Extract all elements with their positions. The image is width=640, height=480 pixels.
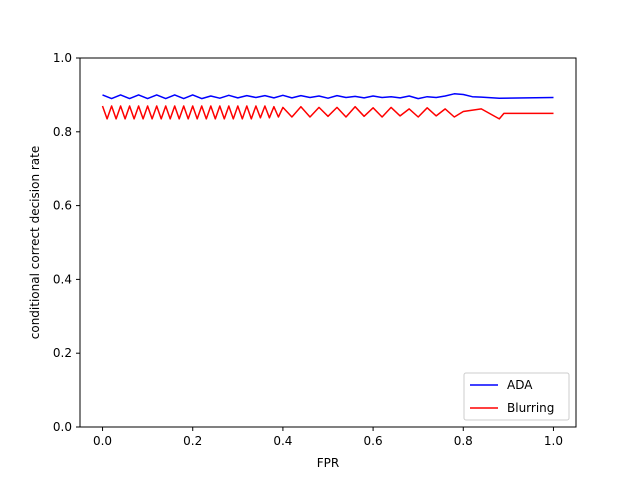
y-axis: 0.0 0.2 0.4 0.6 0.8 1.0 <box>53 51 80 434</box>
x-tick-label: 0.8 <box>454 434 473 448</box>
x-tick-label: 0.4 <box>273 434 292 448</box>
x-axis: 0.0 0.2 0.4 0.6 0.8 1.0 <box>93 427 563 448</box>
x-tick-label: 1.0 <box>544 434 563 448</box>
x-tick-label: 0.0 <box>93 434 112 448</box>
series-line-ada <box>102 93 554 100</box>
series-line-blurring <box>101 105 554 120</box>
y-tick-label: 0.0 <box>53 420 72 434</box>
x-tick-label: 0.6 <box>364 434 383 448</box>
plot-frame <box>79 57 577 428</box>
legend-label-ada: ADA <box>507 378 533 392</box>
series-layer <box>101 93 554 120</box>
y-tick-label: 0.6 <box>53 199 72 213</box>
x-tick-label: 0.2 <box>183 434 202 448</box>
x-axis-title: FPR <box>317 456 339 470</box>
y-tick-label: 0.4 <box>53 272 72 286</box>
legend: ADA Blurring <box>463 372 570 421</box>
legend-label-blurring: Blurring <box>507 401 554 415</box>
y-tick-label: 0.8 <box>53 125 72 139</box>
y-tick-label: 1.0 <box>53 51 72 65</box>
y-tick-label: 0.2 <box>53 346 72 360</box>
y-axis-title: conditional correct decision rate <box>28 146 42 339</box>
